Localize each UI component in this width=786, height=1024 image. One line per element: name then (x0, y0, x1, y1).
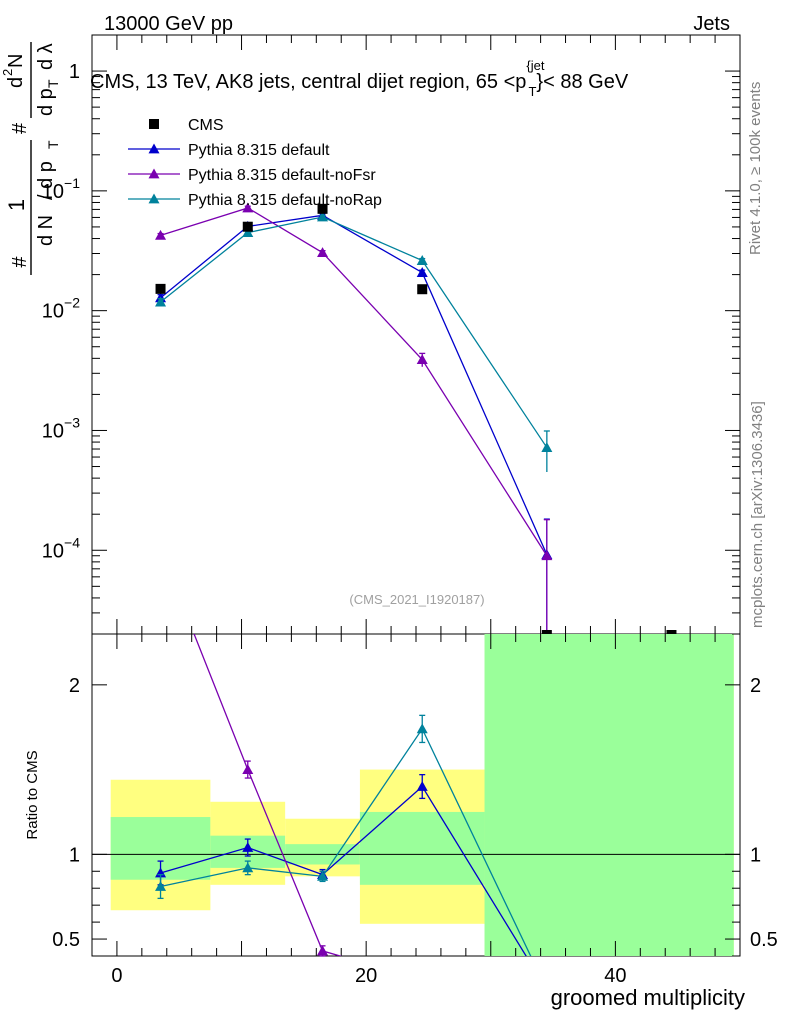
analysis-id: (CMS_2021_I1920187) (349, 592, 484, 607)
chart-title-main: CMS, 13 TeV, AK8 jets, central dijet reg… (90, 71, 526, 93)
band-green-4 (484, 634, 734, 956)
series-line-1 (160, 207, 548, 557)
x-axis-label: groomed multiplicity (551, 985, 745, 1010)
legend-label-1: Pythia 8.315 default (188, 142, 330, 159)
data-point (541, 630, 552, 634)
beam-label: 13000 GeV pp (104, 13, 233, 35)
xtick-label: 0 (111, 965, 122, 987)
ytick-label-top: 1 (69, 61, 80, 83)
legend-label-0: CMS (188, 117, 224, 134)
ratio-bands (92, 634, 740, 956)
data-point (317, 203, 328, 214)
ratio-series (155, 634, 532, 957)
ytick-label-ratio-right: 2 (750, 675, 761, 697)
legend-marker-1 (148, 143, 160, 154)
series-point-2 (416, 255, 428, 265)
data-point (155, 283, 166, 294)
ylabel-d2-sup: 2 (0, 69, 15, 76)
xtick-label: 40 (604, 965, 626, 987)
ylabel-one: 1 (4, 199, 29, 211)
ratio-point-2 (416, 723, 428, 734)
source-label: mcplots.cern.ch [arXiv:1306.3436] (749, 401, 766, 628)
top-axis-ticks: 1 10−1 10−2 10−3 10−4 (42, 34, 741, 635)
xtick-label: 20 (355, 965, 377, 987)
ytick-label-top: 10−4 (42, 534, 80, 562)
legend-label-3: Pythia 8.315 default-noRap (188, 192, 382, 209)
ytick-label-top: 10−3 (42, 414, 80, 442)
series-point-2 (242, 227, 254, 238)
legend-marker-2 (148, 168, 160, 179)
ylabel-dpT-T: T (45, 79, 61, 88)
chart-title-sup: {jet (526, 58, 544, 73)
series-line-0 (160, 214, 548, 555)
legend-marker-cms (149, 119, 159, 129)
legend: CMS Pythia 8.315 default Pythia 8.315 defa… (128, 117, 382, 209)
ylabel-dN: d N (35, 215, 57, 246)
category-label: Jets (693, 13, 730, 35)
ratio-axis-ticks: 0.5 0.51 12 20 20 40 (52, 634, 778, 987)
ratio-point-0 (416, 781, 428, 791)
chart-title-end: }< 88 GeV (536, 71, 628, 93)
ytick-label-top: 10−2 (42, 295, 80, 323)
top-ylabel: 1 # d N / d p T # d 2 N d p T d λ (0, 42, 61, 275)
chart-title-sub: T (528, 84, 536, 99)
ylabel-hash2: # (9, 122, 31, 134)
ylabel-dpT: d p (35, 88, 57, 116)
ratio-point-1 (242, 764, 254, 774)
series-point-1 (541, 550, 553, 561)
legend-marker-3 (148, 193, 160, 204)
top-series (155, 202, 677, 634)
series-point-1 (242, 202, 254, 213)
ratio-point-2 (155, 881, 167, 891)
ylabel-dp-T: T (45, 140, 61, 149)
ytick-label-ratio-left: 2 (69, 675, 80, 697)
ratio-line-1 (193, 634, 343, 956)
series-point-2 (541, 442, 553, 452)
ytick-label-top: 10−1 (42, 175, 80, 203)
data-point (666, 630, 677, 634)
ylabel-d2-N: N (5, 54, 27, 68)
ylabel-dp: / d p (35, 161, 57, 200)
chart-title: CMS, 13 TeV, AK8 jets, central dijet reg… (90, 58, 629, 99)
ratio-point-0 (242, 842, 254, 852)
ytick-label-ratio-left: 0.5 (52, 929, 80, 951)
series-point-1 (416, 354, 428, 365)
series-point-1 (317, 247, 329, 258)
ratio-point-1 (317, 945, 329, 956)
data-point (417, 284, 428, 295)
series-line-2 (160, 216, 548, 448)
ytick-label-ratio-right: 1 (750, 844, 761, 866)
legend-label-2: Pythia 8.315 default-noFsr (188, 167, 376, 184)
ratio-point-2 (317, 870, 329, 881)
ylabel-dlambda: d λ (35, 43, 57, 70)
series-point-1 (155, 229, 167, 240)
ratio-point-2 (242, 862, 254, 873)
ylabel-d2: d (5, 77, 27, 88)
rivet-label: Rivet 4.1.0, ≥ 100k events (747, 82, 764, 255)
ytick-label-ratio-left: 1 (69, 844, 80, 866)
ylabel-hash: # (9, 256, 31, 268)
data-point (242, 221, 253, 232)
series-point-2 (155, 296, 167, 307)
ratio-ylabel: Ratio to CMS (24, 750, 41, 839)
series-point-0 (416, 267, 428, 277)
ytick-label-ratio-right: 0.5 (750, 929, 778, 951)
series-point-2 (317, 211, 329, 222)
band-green-3 (359, 811, 485, 885)
